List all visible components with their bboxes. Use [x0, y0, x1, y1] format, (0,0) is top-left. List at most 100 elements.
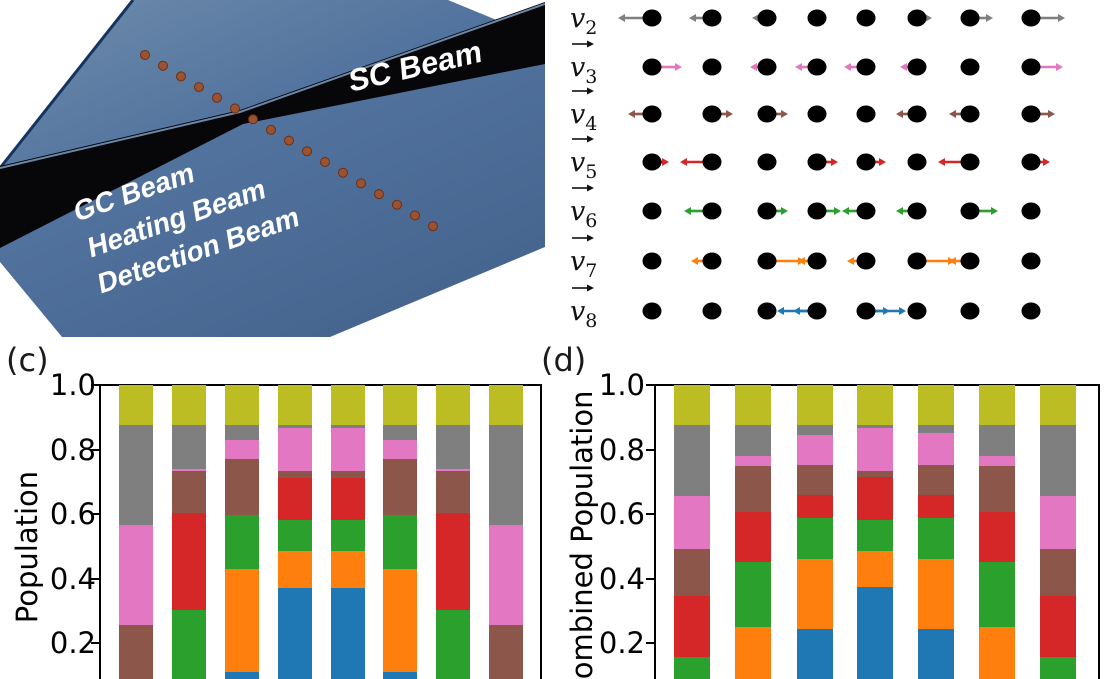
bar-segment-blue — [857, 587, 893, 679]
ion-dot — [158, 60, 168, 71]
mode-arrow-head-icon — [689, 14, 696, 22]
bar-segment-blue — [797, 629, 833, 679]
bar-segment-brown — [489, 625, 523, 679]
axis-spine-right — [540, 384, 542, 679]
mode-ion-dot — [702, 252, 722, 270]
mode-arrow-head-icon — [684, 207, 691, 215]
mode-ion-dot — [907, 252, 927, 270]
bar-segment-olive — [735, 385, 771, 425]
bar-segment-gray — [119, 425, 153, 525]
mode-ion-dot — [642, 9, 662, 27]
bar-segment-orange — [857, 551, 893, 587]
mode-row-v6: v6 — [570, 184, 1041, 232]
bar-segment-pink — [735, 456, 771, 466]
bar-segment-green — [797, 518, 833, 559]
axis-spine-left — [99, 384, 101, 679]
bar-segment-pink — [436, 469, 470, 471]
bar-segment-orange — [797, 559, 833, 629]
y-tick-label: 0.8 — [49, 433, 96, 467]
mode-ion-dot — [757, 9, 777, 27]
bar-segment-gray — [436, 425, 470, 469]
bar-segment-gray — [383, 425, 417, 440]
bar-segment-red — [436, 513, 470, 610]
bar-segment-red — [735, 512, 771, 562]
mode-arrow-head-icon — [925, 14, 932, 22]
bar-segment-brown — [735, 466, 771, 512]
bar-segment-olive — [489, 385, 523, 425]
mode-ion-dot — [907, 105, 927, 123]
bar-segment-orange — [383, 569, 417, 672]
bar-segment-olive — [225, 385, 259, 425]
vector-hat-head-icon — [587, 284, 594, 292]
mode-ion-dot — [642, 252, 662, 270]
mode-ion-dot — [1021, 202, 1041, 220]
mode-ion-dot — [702, 58, 722, 76]
bar-segment-olive — [278, 385, 312, 425]
bar-segment-gray — [857, 425, 893, 428]
bar-segment-red — [857, 477, 893, 520]
beam-gap — [0, 2, 545, 248]
bar-segment-brown — [857, 471, 893, 477]
bar-segment-gray — [918, 425, 954, 433]
bar-segment-gray — [172, 425, 206, 469]
mode-ion-dot — [702, 302, 722, 320]
mode-label-v5: v5 — [570, 147, 597, 183]
mode-ion-dot — [1021, 105, 1041, 123]
mode-ion-dot — [702, 153, 722, 171]
mode-ion-dot — [1021, 58, 1041, 76]
mode-ion-dot — [960, 9, 980, 27]
ion-dot — [302, 146, 312, 157]
mode-arrow-head-icon — [628, 110, 635, 118]
mode-ion-dot — [856, 58, 876, 76]
mode-ion-dot — [1021, 9, 1041, 27]
bar-segment-red — [331, 478, 365, 520]
ion-dot — [284, 135, 294, 146]
bar-segment-pink — [797, 435, 833, 465]
bar-segment-brown — [1040, 549, 1076, 596]
mode-label-v6: v6 — [570, 196, 597, 232]
bar-segment-gray — [1040, 425, 1076, 496]
mode-ion-dot — [642, 202, 662, 220]
mode-ion-dot — [807, 252, 827, 270]
mode-arrow-head-icon — [1043, 158, 1050, 166]
y-tick-label: 0.2 — [49, 626, 96, 660]
mode-arrow-head-icon — [726, 110, 733, 118]
bar-segment-orange — [918, 559, 954, 629]
bar-segment-green — [918, 518, 954, 559]
mode-arrow-head-icon — [793, 307, 800, 315]
bar-segment-green — [857, 520, 893, 551]
mode-ion-dot — [807, 105, 827, 123]
mode-arrow-head-icon — [618, 14, 625, 22]
mode-ion-dot — [960, 58, 980, 76]
mode-arrow-head-icon — [662, 158, 669, 166]
mode-ion-dot — [757, 302, 777, 320]
mode-ion-dot — [856, 202, 876, 220]
bar-segment-green — [979, 562, 1015, 627]
mode-arrow-head-icon — [1048, 110, 1055, 118]
mode-ion-dot — [907, 153, 927, 171]
y-tick-mark — [91, 642, 100, 644]
mode-arrow-head-icon — [834, 207, 841, 215]
bar-segment-olive — [383, 385, 417, 425]
bar-segment-red — [979, 512, 1015, 562]
mode-arrow-head-icon — [938, 158, 945, 166]
mode-arrow-head-icon — [781, 110, 788, 118]
mode-arrow-head-icon — [949, 110, 956, 118]
ion-dot — [374, 189, 384, 200]
bar-segment-olive — [172, 385, 206, 425]
bar-segment-gray — [797, 425, 833, 435]
mode-arrow-head-icon — [842, 207, 849, 215]
bar-segment-green — [436, 610, 470, 679]
mode-arrow-head-icon — [777, 307, 784, 315]
mode-label-v2: v2 — [570, 3, 597, 39]
mode-row-v4: v4 — [570, 87, 1055, 135]
mode-ion-dot — [757, 252, 777, 270]
slab-edge-line — [0, 0, 135, 169]
bar-segment-brown — [383, 459, 417, 515]
bar-segment-brown — [436, 471, 470, 513]
y-tick-mark — [646, 513, 655, 515]
bar-segment-green — [278, 520, 312, 551]
mode-arrow-head-icon — [1058, 14, 1065, 22]
bar-segment-olive — [1040, 385, 1076, 425]
bar-segment-olive — [331, 385, 365, 425]
